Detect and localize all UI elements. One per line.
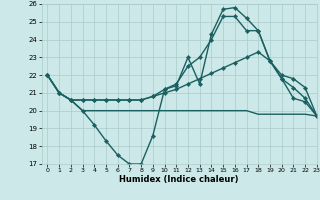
X-axis label: Humidex (Indice chaleur): Humidex (Indice chaleur) [119, 175, 239, 184]
